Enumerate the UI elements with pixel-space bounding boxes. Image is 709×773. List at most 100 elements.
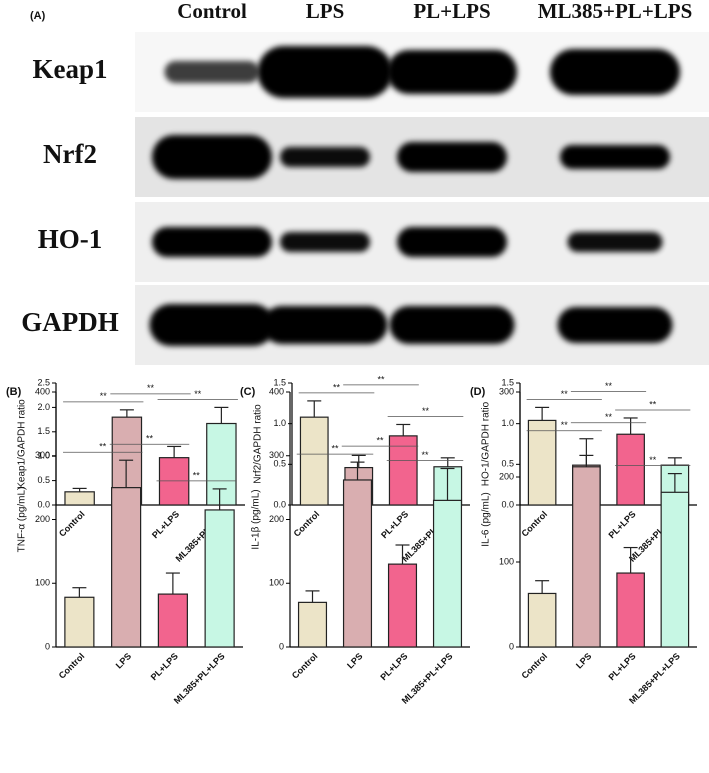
significance-label: ** [147,383,155,393]
y-tick-label: 1.0 [501,418,514,428]
significance-label: ** [333,382,341,392]
x-tick-label: LPS [574,651,593,670]
blot-band [550,49,680,95]
error-bar [440,467,455,501]
x-tick-label: PL+LPS [606,651,637,682]
column-header: PL+LPS [413,0,490,23]
x-tick-label: Control [520,651,550,681]
bar [616,433,645,506]
bar [297,601,328,648]
x-tick-label: Control [57,509,87,539]
significance-label: ** [561,389,569,399]
blot-band [164,61,260,83]
error-bar [396,423,411,436]
error-bar [305,590,320,603]
x-tick-label: PL+LPS [606,509,637,540]
y-axis-label: TNF-α (pg/mL) [17,487,28,553]
significance-label: ** [605,412,613,422]
y-tick-label: 1.0 [273,418,286,428]
significance-label: ** [146,434,154,444]
y-tick-label: 0.5 [501,459,514,469]
y-tick-label: 1.5 [501,377,514,387]
bar [660,491,690,648]
bar [527,592,557,648]
y-tick-label: 0.0 [273,499,286,509]
blot-band [280,232,370,252]
significance-label: ** [421,450,429,460]
x-tick-label: PL+LPS [150,509,181,540]
error-bar [667,473,682,493]
bar [572,466,601,648]
y-tick-label: 0 [509,641,514,651]
error-bar [350,461,365,480]
y-tick-label: 400 [269,386,284,396]
significance-label: ** [605,381,613,391]
y-tick-label: 300 [269,450,284,460]
column-header: LPS [306,0,345,23]
blot-band [557,307,673,343]
bar [204,509,235,648]
y-tick-label: 1.0 [37,451,50,461]
blot-band [397,142,507,172]
y-tick-label: 100 [499,556,514,566]
significance-label: ** [649,455,657,465]
blot-band [149,304,275,346]
panel-label: (C) [240,386,256,398]
row-label: GAPDH [21,307,119,337]
error-bar [535,406,550,421]
y-tick-label: 200 [499,471,514,481]
bar [111,487,142,648]
significance-label: ** [194,389,202,399]
error-bar [667,457,682,466]
error-bar [72,487,87,492]
bar [299,416,329,506]
row-label: Nrf2 [43,139,97,169]
x-tick-label: PL+LPS [149,651,180,682]
y-axis-label: Keap1/GAPDH ratio [17,399,28,489]
x-tick-label: PL+LPS [379,509,410,540]
column-header: Control [177,0,247,23]
y-tick-label: 200 [35,514,50,524]
bar [157,593,188,648]
y-tick-label: 0 [45,641,50,651]
error-bar [535,580,550,594]
x-tick-label: LPS [345,651,364,670]
significance-label: ** [193,470,201,480]
x-tick-label: Control [290,651,320,681]
blot-band [560,145,670,169]
y-tick-label: 200 [269,514,284,524]
y-tick-label: 1.5 [37,426,50,436]
significance-label: ** [422,406,430,416]
y-tick-label: 300 [35,450,50,460]
y-tick-label: 2.0 [37,402,50,412]
significance-label: ** [99,442,107,452]
y-tick-label: 300 [499,386,514,396]
y-tick-label: 0.5 [273,459,286,469]
y-tick-label: 0.5 [37,475,50,485]
error-bar [165,572,180,595]
blot-band [397,227,507,257]
error-bar [579,438,594,467]
blot-band [152,227,272,257]
blot-band [389,306,515,344]
y-tick-label: 400 [35,386,50,396]
y-tick-label: 1.5 [273,377,286,387]
blot-band [257,46,393,98]
panel-label: (B) [6,386,22,398]
error-bar [214,406,229,424]
significance-label: ** [377,374,385,384]
error-bar [623,417,638,435]
significance-label: ** [376,436,384,446]
bar [64,491,95,506]
x-tick-label: ML385+PL+LPS [172,651,227,706]
y-tick-label: 0.0 [37,499,50,509]
bar [64,596,95,648]
y-tick-label: 100 [269,578,284,588]
y-tick-label: 2.5 [37,377,50,387]
bar [432,499,463,648]
y-axis-label: Nrf2/GAPDH ratio [253,404,264,484]
x-tick-label: PL+LPS [378,651,409,682]
bar [158,457,190,506]
panel-label: (A) [30,10,46,22]
